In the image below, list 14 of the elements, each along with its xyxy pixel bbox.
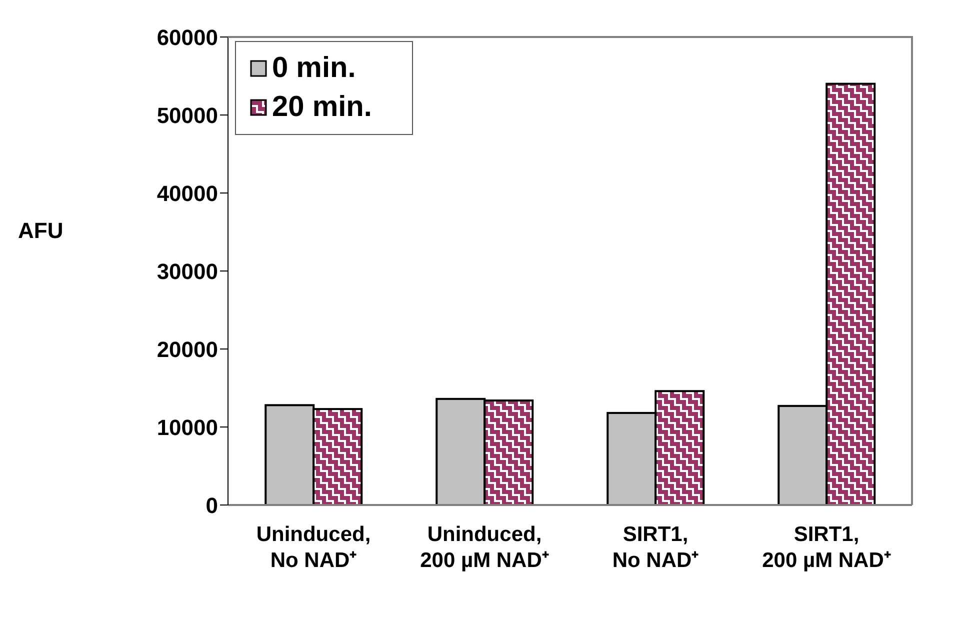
legend-label: 20 min. bbox=[271, 91, 372, 124]
y-tick-label: 20000 bbox=[156, 336, 218, 362]
y-tick-label: 30000 bbox=[156, 258, 218, 284]
y-axis-title: AFU bbox=[18, 218, 64, 244]
legend-label: 0 min. bbox=[271, 52, 357, 85]
x-tick-label: SIRT1, No NAD⁺ bbox=[612, 523, 699, 572]
x-tick-label: Uninduced, No NAD⁺ bbox=[256, 523, 371, 572]
x-tick-label: SIRT1, 200 µM NAD⁺ bbox=[762, 523, 891, 572]
y-tick-label: 0 bbox=[206, 492, 218, 518]
y-tick-label: 10000 bbox=[156, 414, 218, 440]
y-tick-label: 50000 bbox=[156, 102, 218, 128]
y-tick-label: 40000 bbox=[156, 180, 218, 206]
x-tick-label: Uninduced, 200 µM NAD⁺ bbox=[420, 523, 549, 572]
y-tick-label: 60000 bbox=[156, 24, 218, 50]
